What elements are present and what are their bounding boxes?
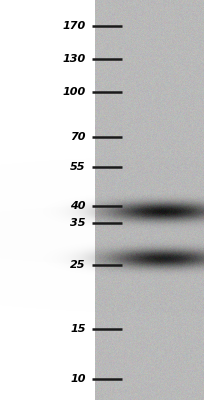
Text: 40: 40 — [70, 201, 86, 211]
Text: 35: 35 — [70, 218, 86, 228]
Text: 10: 10 — [70, 374, 86, 384]
Text: 130: 130 — [62, 54, 86, 64]
Text: 100: 100 — [62, 87, 86, 97]
Text: 70: 70 — [70, 132, 86, 142]
Text: 15: 15 — [70, 324, 86, 334]
Text: 170: 170 — [62, 21, 86, 31]
Text: 55: 55 — [70, 162, 86, 172]
Text: 25: 25 — [70, 260, 86, 270]
